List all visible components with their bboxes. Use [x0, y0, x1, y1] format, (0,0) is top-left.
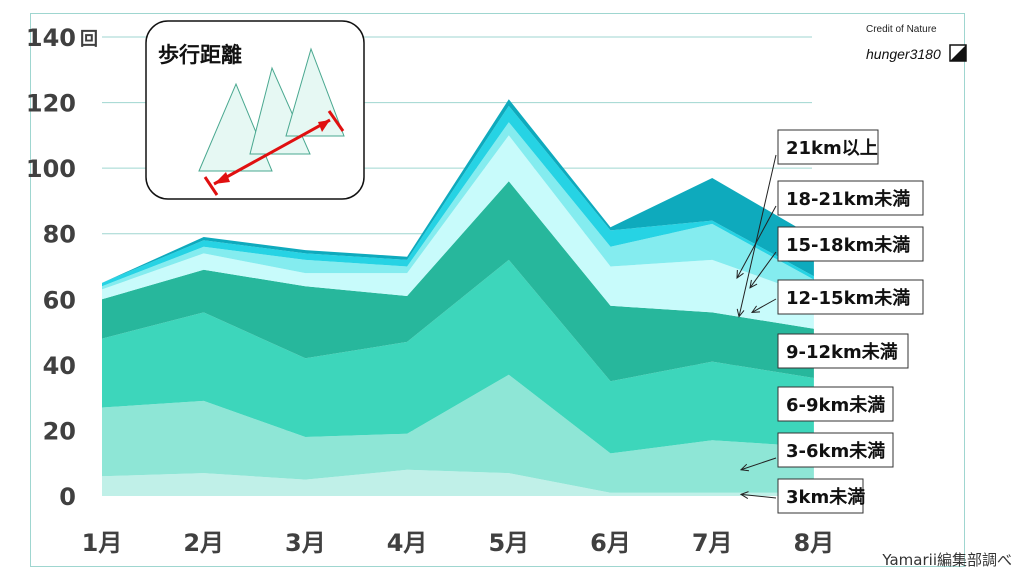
x-tick-label: 7月	[692, 529, 733, 557]
legend-box	[777, 180, 924, 216]
legend-box	[777, 432, 894, 468]
legend-leader-line	[738, 154, 777, 317]
legend-leader-arrowhead	[739, 491, 749, 499]
y-unit-label: 回	[80, 29, 98, 50]
legend-box	[777, 333, 909, 369]
credit-user: hunger3180	[866, 44, 967, 62]
area-series	[102, 469, 814, 496]
legend-label: 3km未満	[786, 486, 865, 508]
y-tick-label: 80	[43, 221, 76, 249]
legend-label: 3-6km未満	[786, 440, 885, 462]
legend: 21km以上 18-21km未満 15-18km未満 12-15km未満 9-12km未…	[736, 129, 924, 514]
source-note: Yamarii編集部調べ	[882, 551, 1012, 569]
chart-title: 歩行距離	[158, 43, 242, 67]
legend-label: 6-9km未満	[786, 394, 885, 416]
area-series	[102, 374, 814, 493]
x-tick-label: 8月	[794, 529, 835, 557]
legend-label: 15-18km未満	[786, 234, 910, 256]
x-tick-label: 1月	[82, 529, 123, 557]
y-tick-label: 20	[43, 417, 76, 445]
x-tick-label: 6月	[590, 529, 631, 557]
legend-leader-line	[740, 493, 777, 499]
legend-box	[777, 129, 879, 165]
x-tick-label: 5月	[488, 529, 529, 557]
x-tick-label: 2月	[183, 529, 224, 557]
area-series	[102, 135, 814, 329]
distance-arrow-icon	[203, 110, 345, 196]
y-tick-label: 120	[26, 90, 76, 118]
axis-labels: 0 20 40 60 80 100 120 140 回 1月 2月 3月 4月 5月 6月 7月 8月	[26, 24, 834, 557]
legend-leader-line	[751, 298, 777, 313]
arrow-end-cap	[327, 110, 345, 132]
arrow-head	[214, 172, 230, 184]
legend-leader-arrowhead	[749, 279, 758, 289]
legend-box	[777, 478, 864, 514]
x-tick-label: 3月	[285, 529, 326, 557]
legend-leader-arrowhead	[736, 269, 744, 279]
legend-leader-line	[740, 457, 777, 471]
legend-box	[777, 386, 894, 422]
y-tick-label: 140	[26, 24, 76, 52]
y-tick-label: 100	[26, 155, 76, 183]
area-series	[102, 122, 814, 296]
arrow-end-cap	[203, 176, 219, 196]
chart-frame	[30, 13, 965, 567]
legend-label: 12-15km未満	[786, 287, 910, 309]
credit-username: hunger3180	[866, 46, 941, 62]
legend-leader-arrowhead	[736, 308, 745, 318]
credit-label: Credit of Nature	[866, 24, 937, 35]
legend-label: 18-21km未満	[786, 188, 910, 210]
y-tick-label: 0	[59, 483, 76, 511]
arrow-shaft	[213, 118, 331, 186]
area-series	[102, 259, 814, 454]
legend-box	[777, 279, 924, 315]
y-tick-label: 40	[43, 352, 76, 380]
logo-icon	[948, 44, 967, 62]
legend-box	[777, 226, 924, 262]
y-tick-label: 60	[43, 286, 76, 314]
x-tick-label: 4月	[387, 529, 428, 557]
legend-label: 21km以上	[786, 138, 878, 159]
legend-label: 9-12km未満	[786, 341, 898, 363]
legend-leader-line	[736, 205, 777, 279]
area-series	[102, 181, 814, 382]
arrow-head	[318, 120, 330, 132]
legend-leader-arrowhead	[750, 305, 761, 313]
area-series-group	[102, 99, 814, 496]
inset-title-box: 歩行距離	[145, 20, 365, 200]
legend-leader-line	[749, 251, 777, 289]
legend-leader-arrowhead	[739, 463, 749, 472]
